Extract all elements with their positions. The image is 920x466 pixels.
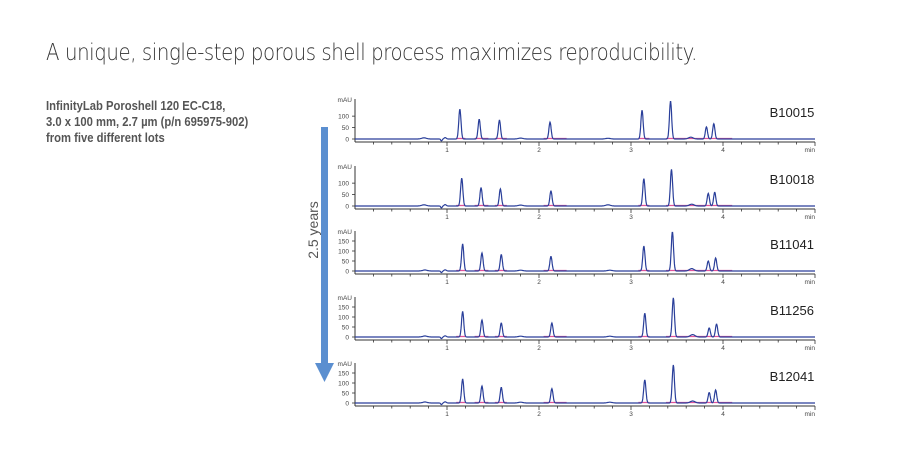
lot-label: B11041 [770,237,814,252]
x-tick-label: 2 [537,147,541,154]
x-tick-label: 3 [629,147,633,154]
y-axis-label: mAU [338,295,353,302]
y-tick-label: 100 [338,180,349,187]
y-tick-label: 150 [338,238,349,245]
x-axis-label: min [805,147,816,154]
x-tick-label: 4 [721,345,725,352]
time-arrow-shaft [321,127,328,365]
x-tick-label: 4 [721,279,725,286]
y-tick-label: 0 [345,268,349,275]
y-tick-label: 50 [342,324,350,331]
x-tick-label: 1 [445,214,449,221]
x-tick-label: 2 [537,345,541,352]
chromatogram-panel-B10018: 1 2 3 4 min mAU 100 50 0 B10018 [338,164,816,221]
y-axis-label: mAU [338,361,353,368]
x-tick-label: 3 [629,411,633,418]
x-tick-label: 2 [537,214,541,221]
y-axis-label: mAU [338,229,353,236]
y-tick-label: 150 [338,304,349,311]
y-tick-label: 50 [342,125,350,132]
x-tick-label: 1 [445,345,449,352]
y-tick-label: 0 [345,400,349,407]
x-tick-label: 4 [721,147,725,154]
page-title: A unique, single-step porous shell proce… [46,40,697,66]
lot-label: B10018 [770,172,815,187]
y-tick-label: 100 [338,248,349,255]
y-axis-label: mAU [338,97,353,104]
y-tick-label: 0 [345,136,349,143]
x-tick-label: 4 [721,411,725,418]
y-axis-label: mAU [338,164,353,171]
description-line: InfinityLab Poroshell 120 EC-C18, [46,99,226,113]
x-tick-label: 1 [445,279,449,286]
x-tick-label: 2 [537,279,541,286]
chromatogram-panel-B11256: 1 2 3 4 min mAU 150 100 50 0 B11256 [338,295,816,352]
y-tick-label: 100 [338,380,349,387]
lot-label: B11256 [770,303,814,318]
x-tick-label: 3 [629,345,633,352]
column-description: InfinityLab Poroshell 120 EC-C18, 3.0 x … [46,98,248,146]
time-arrow-head [315,363,334,382]
arrow-label: 2.5 years [305,201,321,259]
description-line: from five different lots [46,131,165,145]
chromatogram-panel-B10015: 1 2 3 4 min mAU 100 50 0 B10015 [338,97,816,154]
x-axis-label: min [805,411,816,418]
y-tick-label: 0 [345,334,349,341]
lot-label: B10015 [770,105,815,120]
y-tick-label: 50 [342,258,350,265]
chromatogram-trace [355,297,815,340]
x-tick-label: 3 [629,279,633,286]
x-axis-label: min [805,279,816,286]
y-tick-label: 100 [338,113,349,120]
x-axis-label: min [805,214,816,221]
x-tick-label: 4 [721,214,725,221]
x-tick-label: 1 [445,411,449,418]
y-tick-label: 0 [345,203,349,210]
description-line: 3.0 x 100 mm, 2.7 µm (p/n 695975-902) [46,115,249,129]
chromatogram-trace [355,364,815,406]
x-tick-label: 3 [629,214,633,221]
chromatogram-panel-B11041: 1 2 3 4 min mAU 150 100 50 0 B11041 [338,229,816,286]
chromatogram-trace [355,231,815,274]
x-axis-label: min [805,345,816,352]
x-tick-label: 2 [537,411,541,418]
y-tick-label: 50 [342,192,350,199]
x-tick-label: 1 [445,147,449,154]
chromatogram-trace [355,101,815,142]
chromatogram-panel-B12041: 1 2 3 4 min mAU 150 100 50 0 B12041 [338,361,816,418]
chromatogram-trace [355,169,815,209]
lot-label: B12041 [770,369,815,384]
y-tick-label: 50 [342,390,350,397]
y-tick-label: 100 [338,314,349,321]
y-tick-label: 150 [338,370,349,377]
